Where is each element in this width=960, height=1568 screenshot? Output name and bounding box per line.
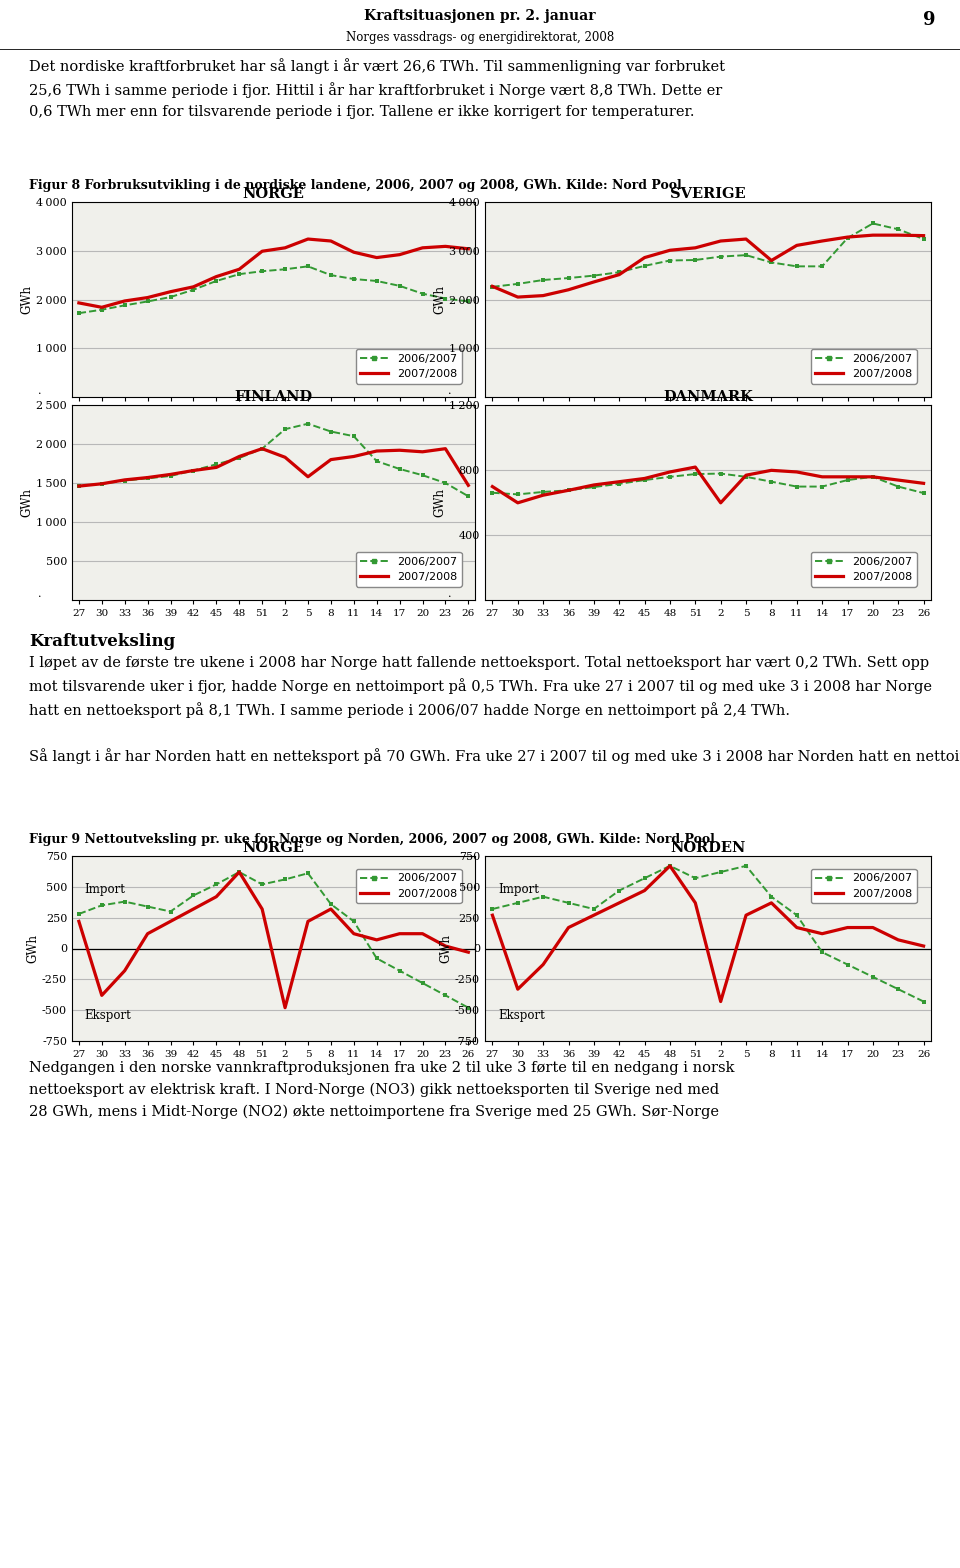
- Text: Nedgangen i den norske vannkraftproduksjonen fra uke 2 til uke 3 førte til en ne: Nedgangen i den norske vannkraftproduksj…: [29, 1062, 734, 1118]
- Legend: 2006/2007, 2007/2008: 2006/2007, 2007/2008: [811, 869, 917, 903]
- Title: NORGE: NORGE: [243, 840, 304, 855]
- Legend: 2006/2007, 2007/2008: 2006/2007, 2007/2008: [356, 350, 462, 384]
- Text: .: .: [38, 386, 42, 397]
- Title: SVERIGE: SVERIGE: [670, 187, 746, 201]
- Title: NORDEN: NORDEN: [670, 840, 746, 855]
- Text: Norges vassdrags- og energidirektorat, 2008: Norges vassdrags- og energidirektorat, 2…: [346, 31, 614, 44]
- Title: FINLAND: FINLAND: [234, 390, 313, 405]
- Text: .: .: [447, 590, 451, 599]
- Y-axis label: GWh: GWh: [20, 488, 34, 517]
- Legend: 2006/2007, 2007/2008: 2006/2007, 2007/2008: [811, 350, 917, 384]
- Text: Figur 9 Nettoutveksling pr. uke for Norge og Norden, 2006, 2007 og 2008, GWh. Ki: Figur 9 Nettoutveksling pr. uke for Norg…: [29, 834, 714, 847]
- Text: Eksport: Eksport: [498, 1008, 545, 1022]
- Y-axis label: GWh: GWh: [433, 285, 446, 314]
- Y-axis label: GWh: GWh: [20, 285, 34, 314]
- Title: NORGE: NORGE: [243, 187, 304, 201]
- Text: 9: 9: [924, 11, 936, 28]
- Y-axis label: GWh: GWh: [26, 935, 39, 963]
- Legend: 2006/2007, 2007/2008: 2006/2007, 2007/2008: [811, 552, 917, 586]
- Y-axis label: GWh: GWh: [433, 488, 446, 517]
- Title: DANMARK: DANMARK: [663, 390, 753, 405]
- Text: .: .: [447, 386, 451, 397]
- Text: Så langt i år har Norden hatt en netteksport på 70 GWh. Fra uke 27 i 2007 til og: Så langt i år har Norden hatt en netteks…: [29, 748, 960, 764]
- Text: Kraftsituasjonen pr. 2. januar: Kraftsituasjonen pr. 2. januar: [364, 9, 596, 24]
- Text: Import: Import: [498, 883, 540, 895]
- Legend: 2006/2007, 2007/2008: 2006/2007, 2007/2008: [356, 552, 462, 586]
- Text: Eksport: Eksport: [84, 1008, 131, 1022]
- Text: .: .: [38, 590, 42, 599]
- Text: I løpet av de første tre ukene i 2008 har Norge hatt fallende nettoeksport. Tota: I løpet av de første tre ukene i 2008 ha…: [29, 655, 932, 718]
- Text: Figur 8 Forbruksutvikling i de nordiske landene, 2006, 2007 og 2008, GWh. Kilde:: Figur 8 Forbruksutvikling i de nordiske …: [29, 179, 682, 193]
- Text: Import: Import: [84, 883, 125, 895]
- Legend: 2006/2007, 2007/2008: 2006/2007, 2007/2008: [356, 869, 462, 903]
- Text: Kraftutveksling: Kraftutveksling: [29, 632, 175, 649]
- Y-axis label: GWh: GWh: [439, 935, 452, 963]
- Text: Det nordiske kraftforbruket har så langt i år vært 26,6 TWh. Til sammenligning v: Det nordiske kraftforbruket har så langt…: [29, 58, 725, 119]
